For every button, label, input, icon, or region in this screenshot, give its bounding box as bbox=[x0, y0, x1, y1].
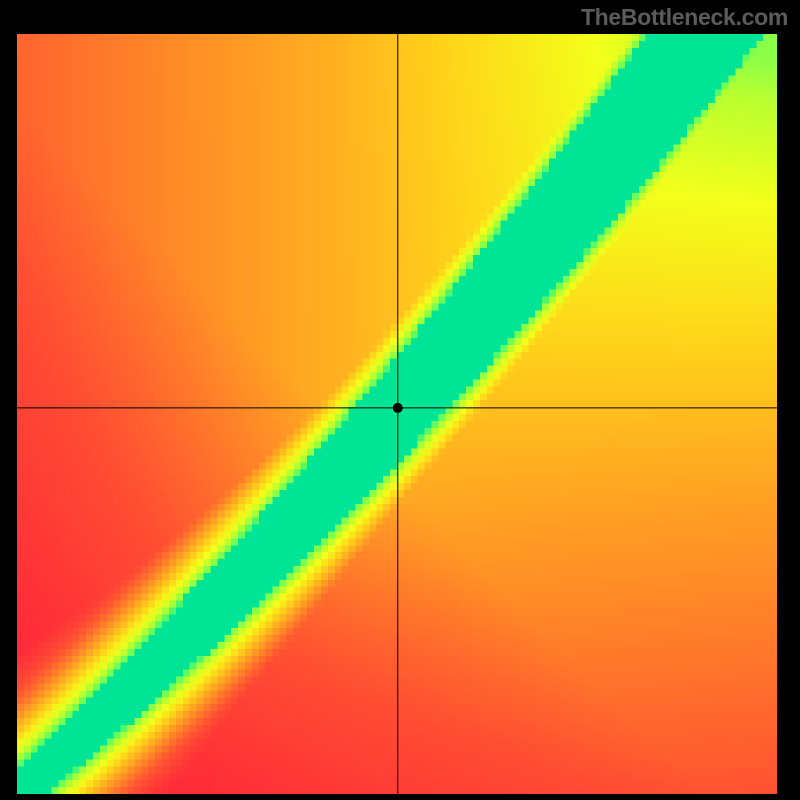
bottleneck-heatmap bbox=[17, 34, 777, 794]
watermark-text: TheBottleneck.com bbox=[581, 4, 788, 31]
chart-container: { "watermark": { "text": "TheBottleneck.… bbox=[0, 0, 800, 800]
